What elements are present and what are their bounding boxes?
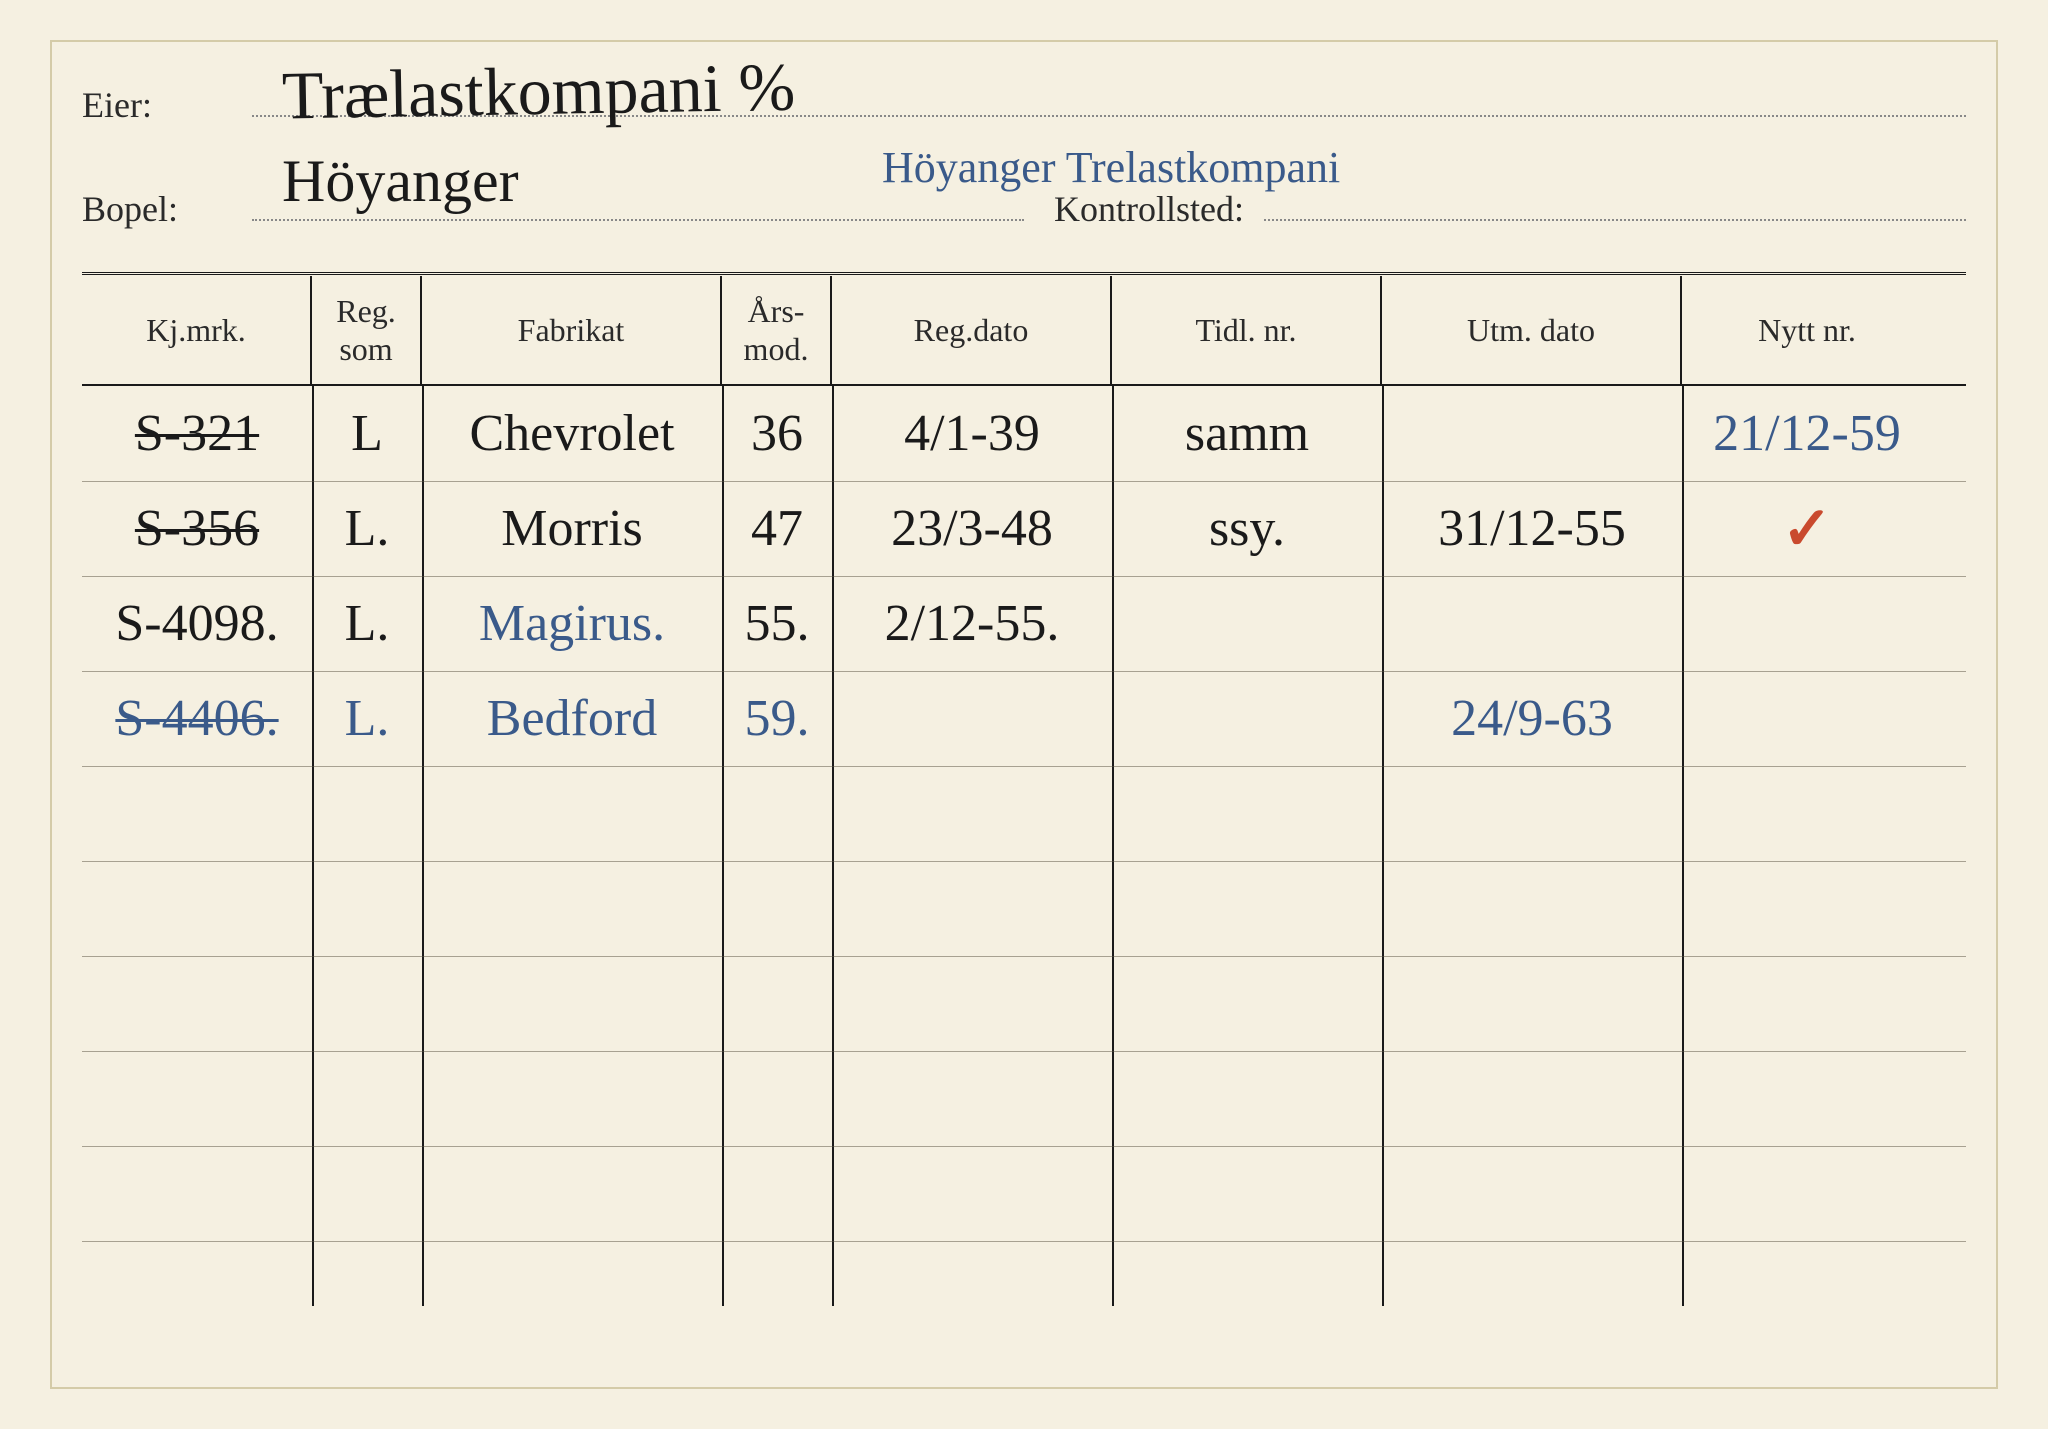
cell-nyttnr: 21/12-59 (1682, 404, 1932, 463)
th-fabrikat: Fabrikat (422, 276, 722, 384)
cell-regsom: L. (312, 499, 422, 558)
eier-label: Eier: (82, 84, 232, 126)
cell-regdato: 23/3-48 (832, 499, 1112, 558)
th-kjmrk: Kj.mrk. (82, 276, 312, 384)
hr (82, 1241, 1966, 1242)
kontrollsted-label: Kontrollsted: (1054, 188, 1244, 230)
cell-nyttnr: ✓ (1682, 494, 1932, 564)
cell-tidlnr: ssy. (1112, 499, 1382, 558)
vehicle-table: Kj.mrk. Reg. som Fabrikat Års-mod. Reg.d… (82, 272, 1966, 1306)
th-regsom: Reg. som (312, 276, 422, 384)
th-utmdato: Utm. dato (1382, 276, 1682, 384)
cell-fabrikat: Magirus. (422, 594, 722, 653)
cell-utmdato: 24/9-63 (1382, 689, 1682, 748)
card-header: Eier: Trælastkompani % Bopel: Kontrollst… (82, 72, 1966, 252)
cell-regdato: 4/1-39 (832, 404, 1112, 463)
th-regdato: Reg.dato (832, 276, 1112, 384)
bopel-value: Höyanger (282, 147, 519, 216)
hr (82, 956, 1966, 957)
table-row: S-4098. L. Magirus. 55. 2/12-55. (82, 576, 1966, 671)
cell-arsmod: 55. (722, 594, 832, 653)
cell-arsmod: 36 (722, 404, 832, 463)
bopel-label: Bopel: (82, 188, 232, 230)
table-header-row: Kj.mrk. Reg. som Fabrikat Års-mod. Reg.d… (82, 276, 1966, 386)
cell-fabrikat: Chevrolet (422, 404, 722, 463)
table-row: S-4406. L. Bedford 59. 24/9-63 (82, 671, 1966, 766)
th-tidlnr: Tidl. nr. (1112, 276, 1382, 384)
cell-kjmrk: S-321 (82, 404, 312, 463)
cell-kjmrk: S-4098. (82, 594, 312, 653)
hr (82, 1051, 1966, 1052)
hr (82, 1146, 1966, 1147)
cell-arsmod: 59. (722, 689, 832, 748)
cell-utmdato: 31/12-55 (1382, 499, 1682, 558)
cell-regdato: 2/12-55. (832, 594, 1112, 653)
cell-kjmrk: S-356 (82, 499, 312, 558)
table-body: S-321 L Chevrolet 36 4/1-39 samm 21/12-5… (82, 386, 1966, 1306)
th-arsmod: Års-mod. (722, 276, 832, 384)
eier-value: Trælastkompani % (281, 48, 795, 136)
hr (82, 766, 1966, 767)
cell-regsom: L. (312, 594, 422, 653)
table-row: S-321 L Chevrolet 36 4/1-39 samm 21/12-5… (82, 386, 1966, 481)
hr (82, 861, 1966, 862)
kontrollsted-value: Höyanger Trelastkompani (882, 142, 1340, 193)
cell-regsom: L (312, 404, 422, 463)
kontrollsted-field (1264, 176, 1966, 221)
th-nyttnr: Nytt nr. (1682, 276, 1932, 384)
cell-arsmod: 47 (722, 499, 832, 558)
cell-regsom: L. (312, 689, 422, 748)
cell-tidlnr: samm (1112, 404, 1382, 463)
registration-card: Eier: Trælastkompani % Bopel: Kontrollst… (50, 40, 1998, 1389)
cell-fabrikat: Bedford (422, 689, 722, 748)
cell-fabrikat: Morris (422, 499, 722, 558)
table-row: S-356 L. Morris 47 23/3-48 ssy. 31/12-55… (82, 481, 1966, 576)
cell-kjmrk: S-4406. (82, 689, 312, 748)
